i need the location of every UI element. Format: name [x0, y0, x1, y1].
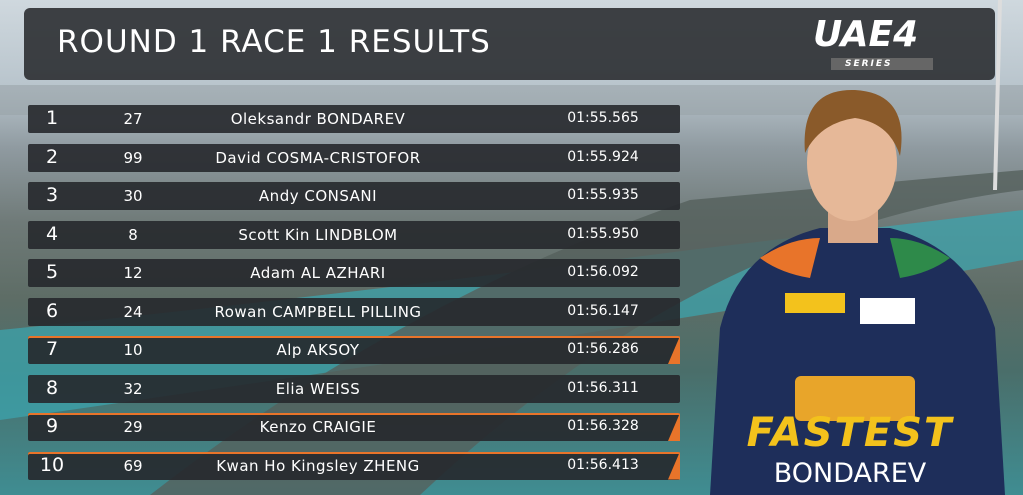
face	[807, 105, 897, 221]
title: ROUND 1 RACE 1 RESULTS	[57, 24, 491, 60]
position: 4	[45, 222, 59, 245]
car-number: 30	[123, 187, 143, 205]
logo-name: UAE4	[813, 14, 919, 55]
car-number: 12	[123, 264, 143, 282]
position: 8	[45, 376, 59, 399]
result-row: 8 32 Elia WEISS 01:56.311	[28, 374, 680, 403]
car-number: 69	[123, 456, 143, 475]
logo-subtitle: SERIES	[831, 58, 933, 70]
result-row: 5 12 Adam AL AZHARI 01:56.092	[28, 259, 680, 287]
sponsor-patch	[795, 376, 915, 421]
result-row: 6 24 Rowan CAMPBELL PILLING 01:56.147	[28, 297, 680, 326]
driver-name: Andy CONSANI	[258, 187, 378, 205]
driver-name: Kenzo CRAIGIE	[259, 418, 377, 436]
car-number: 24	[123, 302, 143, 321]
position: 6	[45, 299, 59, 322]
driver-name: David COSMA-CRISTOFOR	[215, 148, 421, 167]
result-row: 2 99 David COSMA-CRISTOFOR 01:55.924	[28, 143, 680, 172]
lap-time: 01:56.286	[567, 341, 639, 357]
suit-stripe	[760, 238, 820, 278]
lap-time: 01:56.413	[567, 456, 639, 473]
result-row: 3 30 Andy CONSANI 01:55.935	[28, 182, 680, 210]
result-row: 1 27 Oleksandr BONDAREV 01:55.565	[28, 105, 680, 133]
fastest-driver: BONDAREV	[773, 458, 927, 489]
driver-name: Kwan Ho Kingsley ZHENG	[216, 456, 420, 475]
result-row: 7 10 Alp AKSOY 01:56.286	[28, 336, 680, 364]
car-number: 32	[123, 379, 143, 398]
suit-stripe	[890, 238, 950, 278]
lap-time: 01:55.935	[567, 187, 639, 203]
sponsor-patch	[785, 293, 845, 313]
lap-time: 01:55.924	[567, 148, 639, 165]
hair	[804, 89, 902, 156]
sponsor-patch	[860, 298, 915, 324]
position: 7	[45, 338, 59, 360]
car-number: 8	[128, 225, 138, 244]
pole	[993, 0, 1002, 191]
suit	[710, 228, 1005, 495]
driver-name: Alp AKSOY	[276, 341, 360, 359]
driver-name: Rowan CAMPBELL PILLING	[214, 302, 422, 321]
driver-name: Scott Kin LINDBLOM	[238, 225, 398, 244]
position: 10	[39, 453, 65, 476]
car-number: 27	[123, 110, 143, 128]
lap-time: 01:56.092	[567, 264, 639, 280]
car-number: 99	[123, 148, 143, 167]
position: 2	[45, 145, 59, 168]
lap-time: 01:55.950	[567, 225, 639, 242]
driver-photo	[710, 89, 1005, 495]
result-row: 4 8 Scott Kin LINDBLOM 01:55.950	[28, 220, 680, 249]
position: 3	[45, 184, 59, 206]
car-number: 29	[123, 418, 143, 436]
position: 5	[45, 261, 59, 283]
result-row: 10 69 Kwan Ho Kingsley ZHENG 01:56.413	[28, 451, 680, 480]
lap-time: 01:56.311	[567, 379, 639, 396]
car-number: 10	[123, 341, 143, 359]
position: 1	[45, 107, 59, 129]
lap-time: 01:55.565	[567, 110, 639, 126]
driver-name: Adam AL AZHARI	[250, 264, 386, 282]
lap-time: 01:56.328	[567, 418, 639, 434]
driver-name: Oleksandr BONDAREV	[230, 110, 406, 128]
lap-time: 01:56.147	[567, 302, 639, 319]
driver-name: Elia WEISS	[275, 379, 361, 398]
fastest-label: FASTEST	[746, 410, 954, 456]
position: 9	[45, 415, 59, 437]
header: ROUND 1 RACE 1 RESULTS UAE4 SERIES	[24, 8, 995, 80]
logo: UAE4 SERIES	[801, 14, 971, 74]
result-row: 9 29 Kenzo CRAIGIE 01:56.328	[28, 413, 680, 441]
